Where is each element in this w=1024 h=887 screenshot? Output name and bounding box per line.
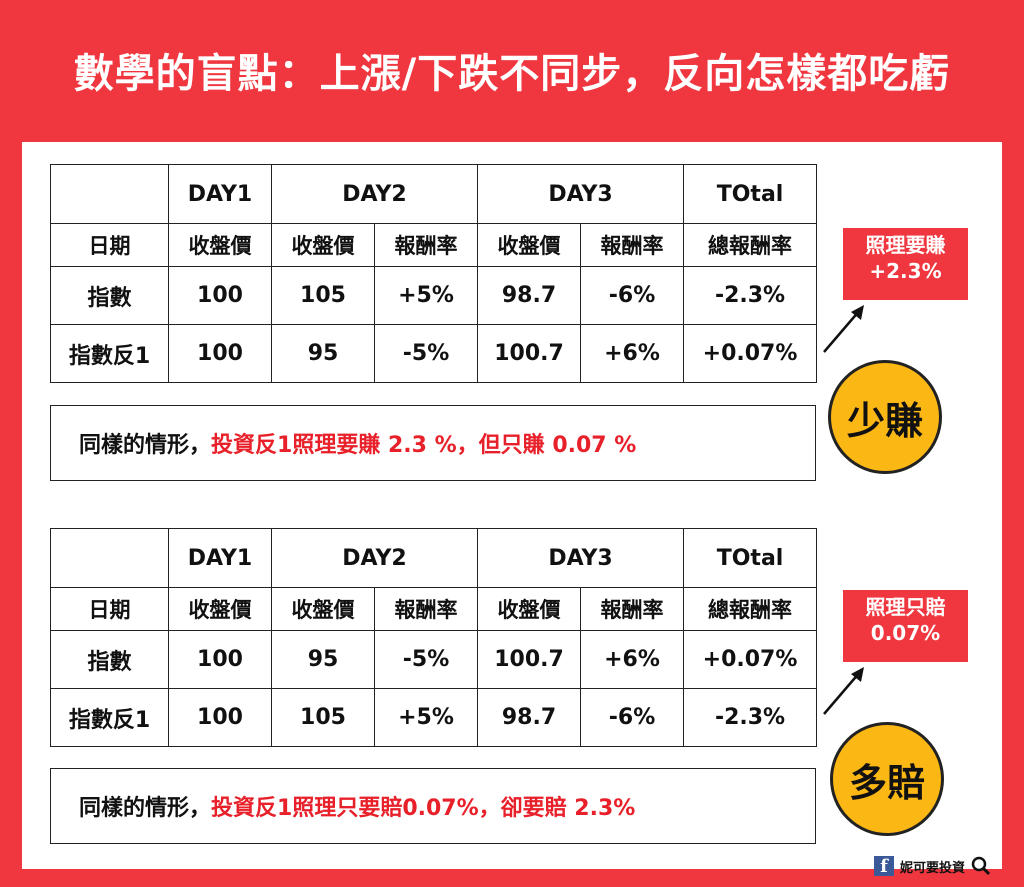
header-empty-cell xyxy=(50,528,169,588)
cell-total-return: +0.07% xyxy=(683,324,818,383)
cell-day2-return: +5% xyxy=(373,688,479,747)
badge-less-profit: 少賺 xyxy=(828,360,942,474)
cell-day2-return: -5% xyxy=(373,324,479,383)
table-row: 指數 100 95 -5% 100.7 +6% +0.07% xyxy=(50,630,818,689)
subheader-close: 收盤價 xyxy=(271,223,375,267)
cell-total-return: -2.3% xyxy=(683,266,818,325)
cell-day1-close: 100 xyxy=(168,324,272,383)
cell-day2-return: +5% xyxy=(373,266,479,325)
subheader-close: 收盤價 xyxy=(477,223,582,267)
table-row: 指數反1 100 95 -5% 100.7 +6% +0.07% xyxy=(50,324,818,383)
note-box-2: 同樣的情形， 投資反1照理只要賠0.07%，卻要賠 2.3% xyxy=(50,768,816,844)
row-name: 指數反1 xyxy=(50,688,169,747)
subheader-total-return: 總報酬率 xyxy=(683,587,818,631)
header-day3: DAY3 xyxy=(477,164,685,224)
header-day2: DAY2 xyxy=(270,528,479,588)
cell-day1-close: 100 xyxy=(168,630,272,689)
comparison-table-1: DAY1 DAY2 DAY3 TOtal 日期 收盤價 收盤價 報酬率 收盤價 … xyxy=(50,164,818,383)
cell-total-return: +0.07% xyxy=(683,630,818,689)
subheader-date: 日期 xyxy=(50,223,169,267)
header-total: TOtal xyxy=(683,164,818,224)
note-prefix: 同樣的情形， xyxy=(79,433,212,458)
row-name: 指數 xyxy=(50,630,169,689)
subheader-close: 收盤價 xyxy=(271,587,375,631)
table-row: 指數反1 100 105 +5% 98.7 -6% -2.3% xyxy=(50,688,818,747)
header-day3: DAY3 xyxy=(477,528,685,588)
cell-day2-return: -5% xyxy=(373,630,479,689)
subheader-return: 報酬率 xyxy=(373,587,479,631)
header-day2: DAY2 xyxy=(270,164,479,224)
note-box-1: 同樣的情形， 投資反1照理要賺 2.3 %，但只賺 0.07 % xyxy=(50,405,816,481)
cell-day3-close: 98.7 xyxy=(477,266,582,325)
expected-gain-tag: 照理要賺 +2.3% xyxy=(843,228,968,300)
cell-day1-close: 100 xyxy=(168,266,272,325)
note-highlight: 投資反1照理只要賠0.07%，卻要賠 2.3% xyxy=(211,796,636,821)
subheader-return: 報酬率 xyxy=(580,223,685,267)
search-icon xyxy=(971,856,991,876)
page-title: 數學的盲點：上漲/下跌不同步，反向怎樣都吃虧 xyxy=(73,51,951,97)
cell-day3-close: 98.7 xyxy=(477,688,582,747)
cell-day2-close: 105 xyxy=(271,266,375,325)
cell-day1-close: 100 xyxy=(168,688,272,747)
comparison-table-2: DAY1 DAY2 DAY3 TOtal 日期 收盤價 收盤價 報酬率 收盤價 … xyxy=(50,528,818,747)
cell-day3-close: 100.7 xyxy=(477,324,582,383)
arrow-icon xyxy=(823,667,864,715)
cell-day2-close: 105 xyxy=(271,688,375,747)
subheader-total-return: 總報酬率 xyxy=(683,223,818,267)
cell-day3-close: 100.7 xyxy=(477,630,582,689)
tag-label: 照理只賠 xyxy=(865,595,946,619)
cell-total-return: -2.3% xyxy=(683,688,818,747)
tag-label: 照理要賺 xyxy=(865,233,946,257)
arrow-icon xyxy=(823,305,864,353)
subheader-return: 報酬率 xyxy=(373,223,479,267)
row-name: 指數 xyxy=(50,266,169,325)
note-highlight: 投資反1照理要賺 2.3 %，但只賺 0.07 % xyxy=(211,433,637,458)
header-day1: DAY1 xyxy=(168,164,272,224)
badge-more-loss: 多賠 xyxy=(830,722,944,836)
subheader-return: 報酬率 xyxy=(580,587,685,631)
cell-day3-return: -6% xyxy=(580,688,685,747)
header-total: TOtal xyxy=(683,528,818,588)
cell-day2-close: 95 xyxy=(271,324,375,383)
cell-day2-close: 95 xyxy=(271,630,375,689)
tag-value: +2.3% xyxy=(869,259,942,283)
subheader-date: 日期 xyxy=(50,587,169,631)
expected-loss-tag: 照理只賠 0.07% xyxy=(843,590,968,662)
row-name: 指數反1 xyxy=(50,324,169,383)
brand-name: 妮可要投資 xyxy=(900,860,966,876)
brand-signature: f 妮可要投資 xyxy=(874,852,991,880)
table-row: 指數 100 105 +5% 98.7 -6% -2.3% xyxy=(50,266,818,325)
header-day1: DAY1 xyxy=(168,528,272,588)
cell-day3-return: +6% xyxy=(580,630,685,689)
note-prefix: 同樣的情形， xyxy=(79,796,212,821)
header-empty-cell xyxy=(50,164,169,224)
cell-day3-return: -6% xyxy=(580,266,685,325)
cell-day3-return: +6% xyxy=(580,324,685,383)
subheader-close: 收盤價 xyxy=(477,587,582,631)
subheader-close: 收盤價 xyxy=(168,223,272,267)
facebook-icon: f xyxy=(874,856,894,876)
tag-value: 0.07% xyxy=(870,621,941,645)
subheader-close: 收盤價 xyxy=(168,587,272,631)
